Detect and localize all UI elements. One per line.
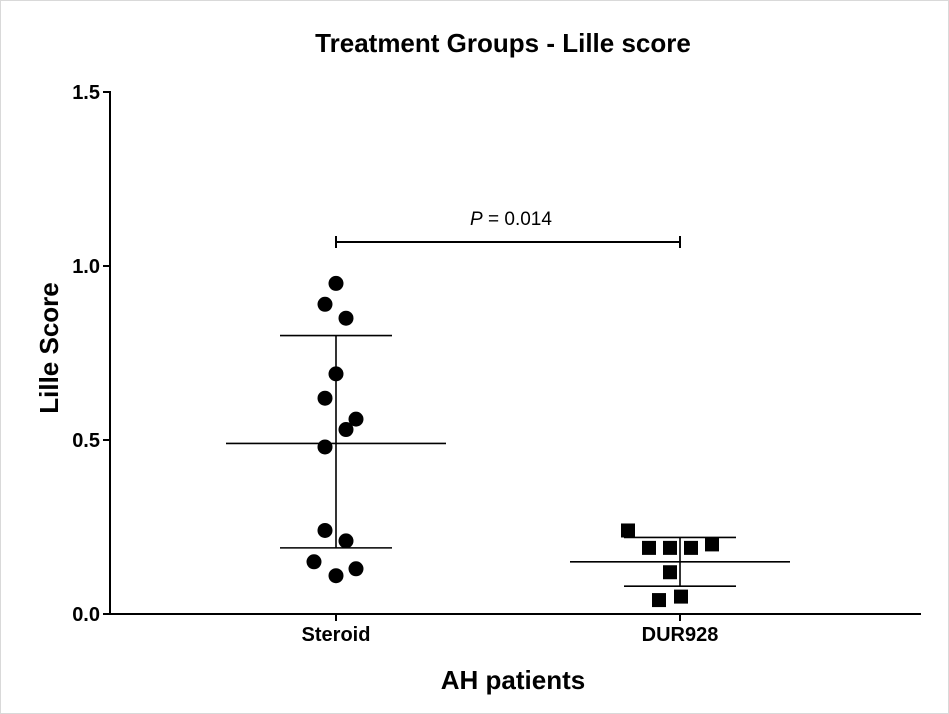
y-ticks: 0.0 0.5 1.0 1.5 bbox=[72, 82, 110, 626]
p-symbol: P bbox=[470, 209, 483, 230]
steroid-data-point bbox=[306, 554, 322, 570]
data-points bbox=[306, 275, 719, 608]
dur928-data-point bbox=[663, 540, 677, 555]
dur928-data-point bbox=[705, 537, 719, 552]
steroid-data-point bbox=[328, 568, 344, 584]
steroid-data-point bbox=[328, 366, 344, 382]
steroid-data-point bbox=[317, 439, 333, 455]
steroid-data-point bbox=[328, 275, 344, 291]
x-axis-label: AH patients bbox=[441, 665, 585, 695]
steroid-data-point bbox=[338, 533, 354, 549]
steroid-data-point bbox=[317, 296, 333, 312]
y-tick-label: 0.5 bbox=[72, 430, 100, 452]
steroid-data-point bbox=[348, 561, 364, 577]
x-category-label: Steroid bbox=[302, 624, 371, 646]
dur928-data-point bbox=[684, 540, 698, 555]
y-axis-label: Lille Score bbox=[34, 282, 64, 414]
steroid-data-point bbox=[348, 411, 364, 427]
steroid-data-point bbox=[317, 522, 333, 538]
dur928-data-point bbox=[652, 593, 666, 608]
bracket-line bbox=[335, 236, 681, 248]
steroid-data-point bbox=[317, 390, 333, 406]
steroid-data-point bbox=[338, 422, 354, 438]
dur928-data-point bbox=[621, 523, 635, 538]
x-category-label: DUR928 bbox=[642, 624, 719, 646]
y-tick-label: 0.0 bbox=[72, 604, 100, 626]
dur928-data-point bbox=[674, 589, 688, 604]
dur928-data-point bbox=[642, 540, 656, 555]
p-value-text: = 0.014 bbox=[483, 209, 553, 230]
dur928-data-point bbox=[663, 565, 677, 580]
p-value-label: P = 0.014 bbox=[470, 209, 552, 230]
x-ticks: Steroid DUR928 bbox=[302, 614, 719, 646]
y-tick-label: 1.5 bbox=[72, 82, 100, 104]
significance-bracket: P = 0.014 bbox=[335, 209, 681, 248]
chart-title: Treatment Groups - Lille score bbox=[315, 28, 691, 58]
steroid-data-point bbox=[338, 310, 354, 326]
y-tick-label: 1.0 bbox=[72, 256, 100, 278]
